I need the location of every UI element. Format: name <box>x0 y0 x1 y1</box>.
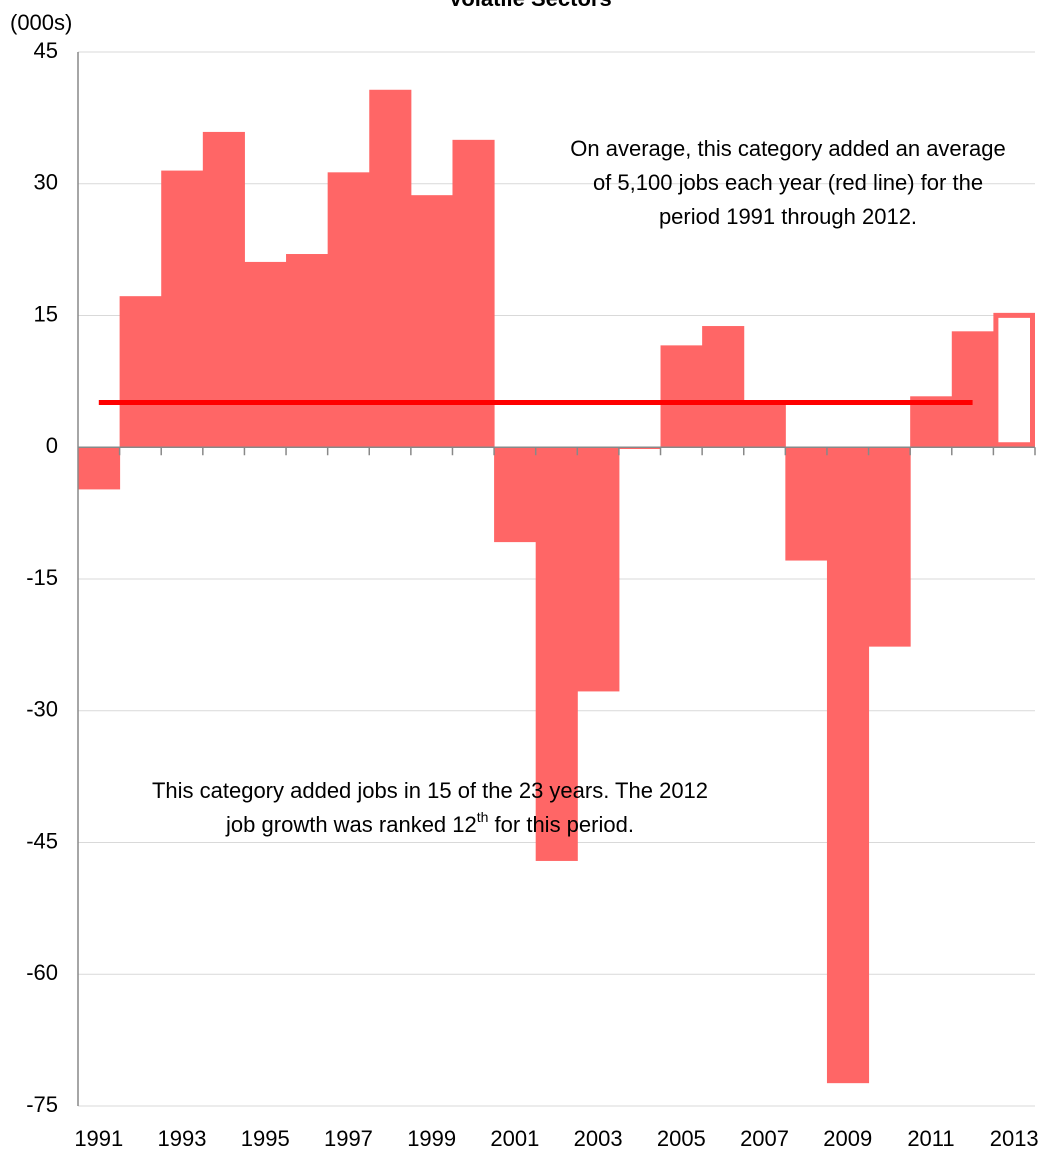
x-tick-label: 1991 <box>74 1126 123 1151</box>
bar <box>618 447 662 450</box>
y-tick-label: -15 <box>26 565 58 590</box>
x-tick-label: 1997 <box>324 1126 373 1151</box>
bar-outlined <box>993 312 1035 448</box>
bar <box>452 139 495 448</box>
bar <box>286 254 329 448</box>
chart-title: Volatile Sectors <box>448 0 611 11</box>
x-tick-label: 2003 <box>574 1126 623 1151</box>
y-unit: (000s) <box>10 10 72 35</box>
bar <box>951 331 994 448</box>
bar <box>577 447 620 692</box>
annotation-text: of 5,100 jobs each year (red line) for t… <box>593 170 983 195</box>
x-tick-label: 2009 <box>823 1126 872 1151</box>
bar <box>410 195 453 448</box>
y-tick-label: -45 <box>26 828 58 853</box>
bar <box>702 326 745 448</box>
bar <box>78 447 121 490</box>
y-tick-label: 45 <box>34 38 58 63</box>
annotation: job growth was ranked 12th for this peri… <box>225 809 634 837</box>
bar <box>244 261 287 448</box>
x-tick-label: 1999 <box>407 1126 456 1151</box>
bar <box>868 447 911 647</box>
x-tick-label: 2005 <box>657 1126 706 1151</box>
bar <box>826 447 870 1084</box>
x-tick-label: 2001 <box>490 1126 539 1151</box>
bar <box>785 447 828 561</box>
x-tick-label: 2007 <box>740 1126 789 1151</box>
y-tick-label: 30 <box>34 170 58 195</box>
bar <box>119 296 162 448</box>
bar <box>369 89 412 448</box>
y-tick-label: -30 <box>26 697 58 722</box>
annotation-text: for this period. <box>488 812 634 837</box>
bar <box>743 402 786 448</box>
x-tick-label: 2013 <box>990 1126 1039 1151</box>
annotation-text: job growth was ranked 12 <box>225 812 477 837</box>
y-tick-label: 15 <box>34 301 58 326</box>
y-tick-label: 0 <box>46 433 58 458</box>
bar <box>660 345 703 448</box>
bar <box>535 447 578 861</box>
annotation-text: This category added jobs in 15 of the 23… <box>152 778 708 803</box>
bar <box>494 447 537 543</box>
bar <box>327 172 370 448</box>
annotation-text: period 1991 through 2012. <box>659 204 917 229</box>
x-tick-label: 2011 <box>907 1126 954 1151</box>
x-tick-label: 1993 <box>158 1126 207 1151</box>
annotation: On average, this category added an avera… <box>570 136 1005 161</box>
annotation-text: On average, this category added an avera… <box>570 136 1005 161</box>
y-tick-label: -75 <box>26 1092 58 1117</box>
annotation: This category added jobs in 15 of the 23… <box>152 778 708 803</box>
annotation: of 5,100 jobs each year (red line) for t… <box>593 170 983 195</box>
x-tick-label: 1995 <box>241 1126 290 1151</box>
annotation: period 1991 through 2012. <box>659 204 917 229</box>
bar <box>161 170 204 448</box>
bar <box>202 131 245 448</box>
y-tick-label: -60 <box>26 960 58 985</box>
superscript: th <box>477 809 489 825</box>
